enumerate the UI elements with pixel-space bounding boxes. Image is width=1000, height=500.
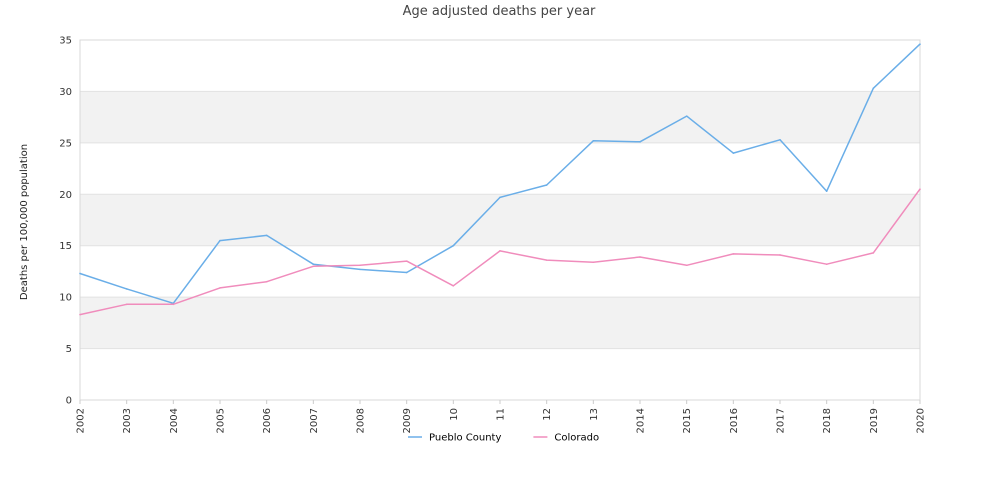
data-point xyxy=(545,259,548,261)
data-point xyxy=(452,285,455,287)
data-point xyxy=(265,280,268,283)
series-line-pueblo-county xyxy=(79,43,921,305)
data-point xyxy=(639,256,641,258)
data-point xyxy=(545,184,548,186)
data-point xyxy=(359,264,361,267)
x-tick-label: 11 xyxy=(496,408,507,421)
data-point xyxy=(779,254,781,256)
data-point xyxy=(825,190,828,192)
data-point xyxy=(592,140,595,142)
x-tick-label: 2015 xyxy=(682,408,693,433)
data-point xyxy=(872,252,875,254)
x-tick-label: 12 xyxy=(542,408,553,421)
data-point xyxy=(452,244,455,247)
y-tick-label: 35 xyxy=(59,36,72,47)
y-tick-label: 5 xyxy=(66,344,72,355)
x-tick-label: 2002 xyxy=(76,408,87,433)
x-tick-label: 2006 xyxy=(262,408,273,433)
data-point xyxy=(685,264,688,267)
grid-band xyxy=(80,91,920,143)
x-tick-label: 2005 xyxy=(216,408,227,433)
grid-band xyxy=(80,297,920,349)
x-tick-label: 2008 xyxy=(356,408,367,433)
y-tick-label: 15 xyxy=(59,241,72,252)
legend-label: Pueblo County xyxy=(429,433,501,444)
x-tick-label: 2007 xyxy=(309,408,320,433)
series-lines xyxy=(79,43,921,316)
data-point xyxy=(919,188,921,190)
data-point xyxy=(79,272,81,275)
x-tick-label: 2003 xyxy=(122,408,133,433)
x-tick-label: 2018 xyxy=(822,408,833,433)
y-tick-label: 20 xyxy=(59,190,72,201)
data-point xyxy=(685,115,688,117)
data-point xyxy=(219,239,221,242)
data-point xyxy=(405,271,408,274)
x-tick-label: 2004 xyxy=(169,408,180,433)
y-tick-label: 0 xyxy=(66,396,72,407)
data-point xyxy=(265,234,268,237)
x-tick-label: 2019 xyxy=(869,408,880,433)
x-tick-label: 2009 xyxy=(402,408,413,433)
data-point xyxy=(732,253,735,255)
data-point xyxy=(919,43,921,45)
data-point xyxy=(125,303,128,306)
data-point xyxy=(499,196,501,199)
data-point xyxy=(79,313,81,316)
grid-lines xyxy=(80,39,920,401)
data-point xyxy=(732,152,735,154)
data-point xyxy=(592,261,595,263)
x-tick-label: 2014 xyxy=(636,408,647,433)
grid-band xyxy=(80,194,920,246)
data-point xyxy=(172,303,175,306)
y-axis: 0 5 10 15 20 25 30 35 xyxy=(59,36,72,407)
data-point xyxy=(312,265,315,268)
y-axis-label: Deaths per 100,000 population xyxy=(19,144,30,300)
x-tick-label: 2017 xyxy=(776,408,787,433)
legend: Pueblo County Colorado xyxy=(408,433,599,444)
y-tick-label: 25 xyxy=(59,138,72,149)
data-point xyxy=(405,260,408,262)
y-tick-label: 30 xyxy=(59,87,72,98)
data-point xyxy=(825,263,828,266)
x-axis: 2002 2003 2004 2005 2006 2007 2008 2009 10 11 12 13… xyxy=(76,400,927,433)
grid-bands xyxy=(80,91,920,349)
chart-title: Age adjusted deaths per year xyxy=(403,4,596,19)
x-tick-label: 13 xyxy=(589,408,600,421)
data-point xyxy=(779,138,781,141)
x-tick-label: 2020 xyxy=(916,408,927,433)
legend-label: Colorado xyxy=(554,433,599,444)
data-point xyxy=(312,263,315,266)
data-point xyxy=(219,287,221,289)
data-point xyxy=(639,141,641,143)
data-point xyxy=(359,268,361,271)
data-point xyxy=(499,250,501,252)
y-tick-label: 10 xyxy=(59,293,72,304)
data-point xyxy=(125,288,128,290)
data-point xyxy=(872,87,875,90)
x-tick-label: 10 xyxy=(449,408,460,421)
x-tick-label: 2016 xyxy=(729,408,740,433)
